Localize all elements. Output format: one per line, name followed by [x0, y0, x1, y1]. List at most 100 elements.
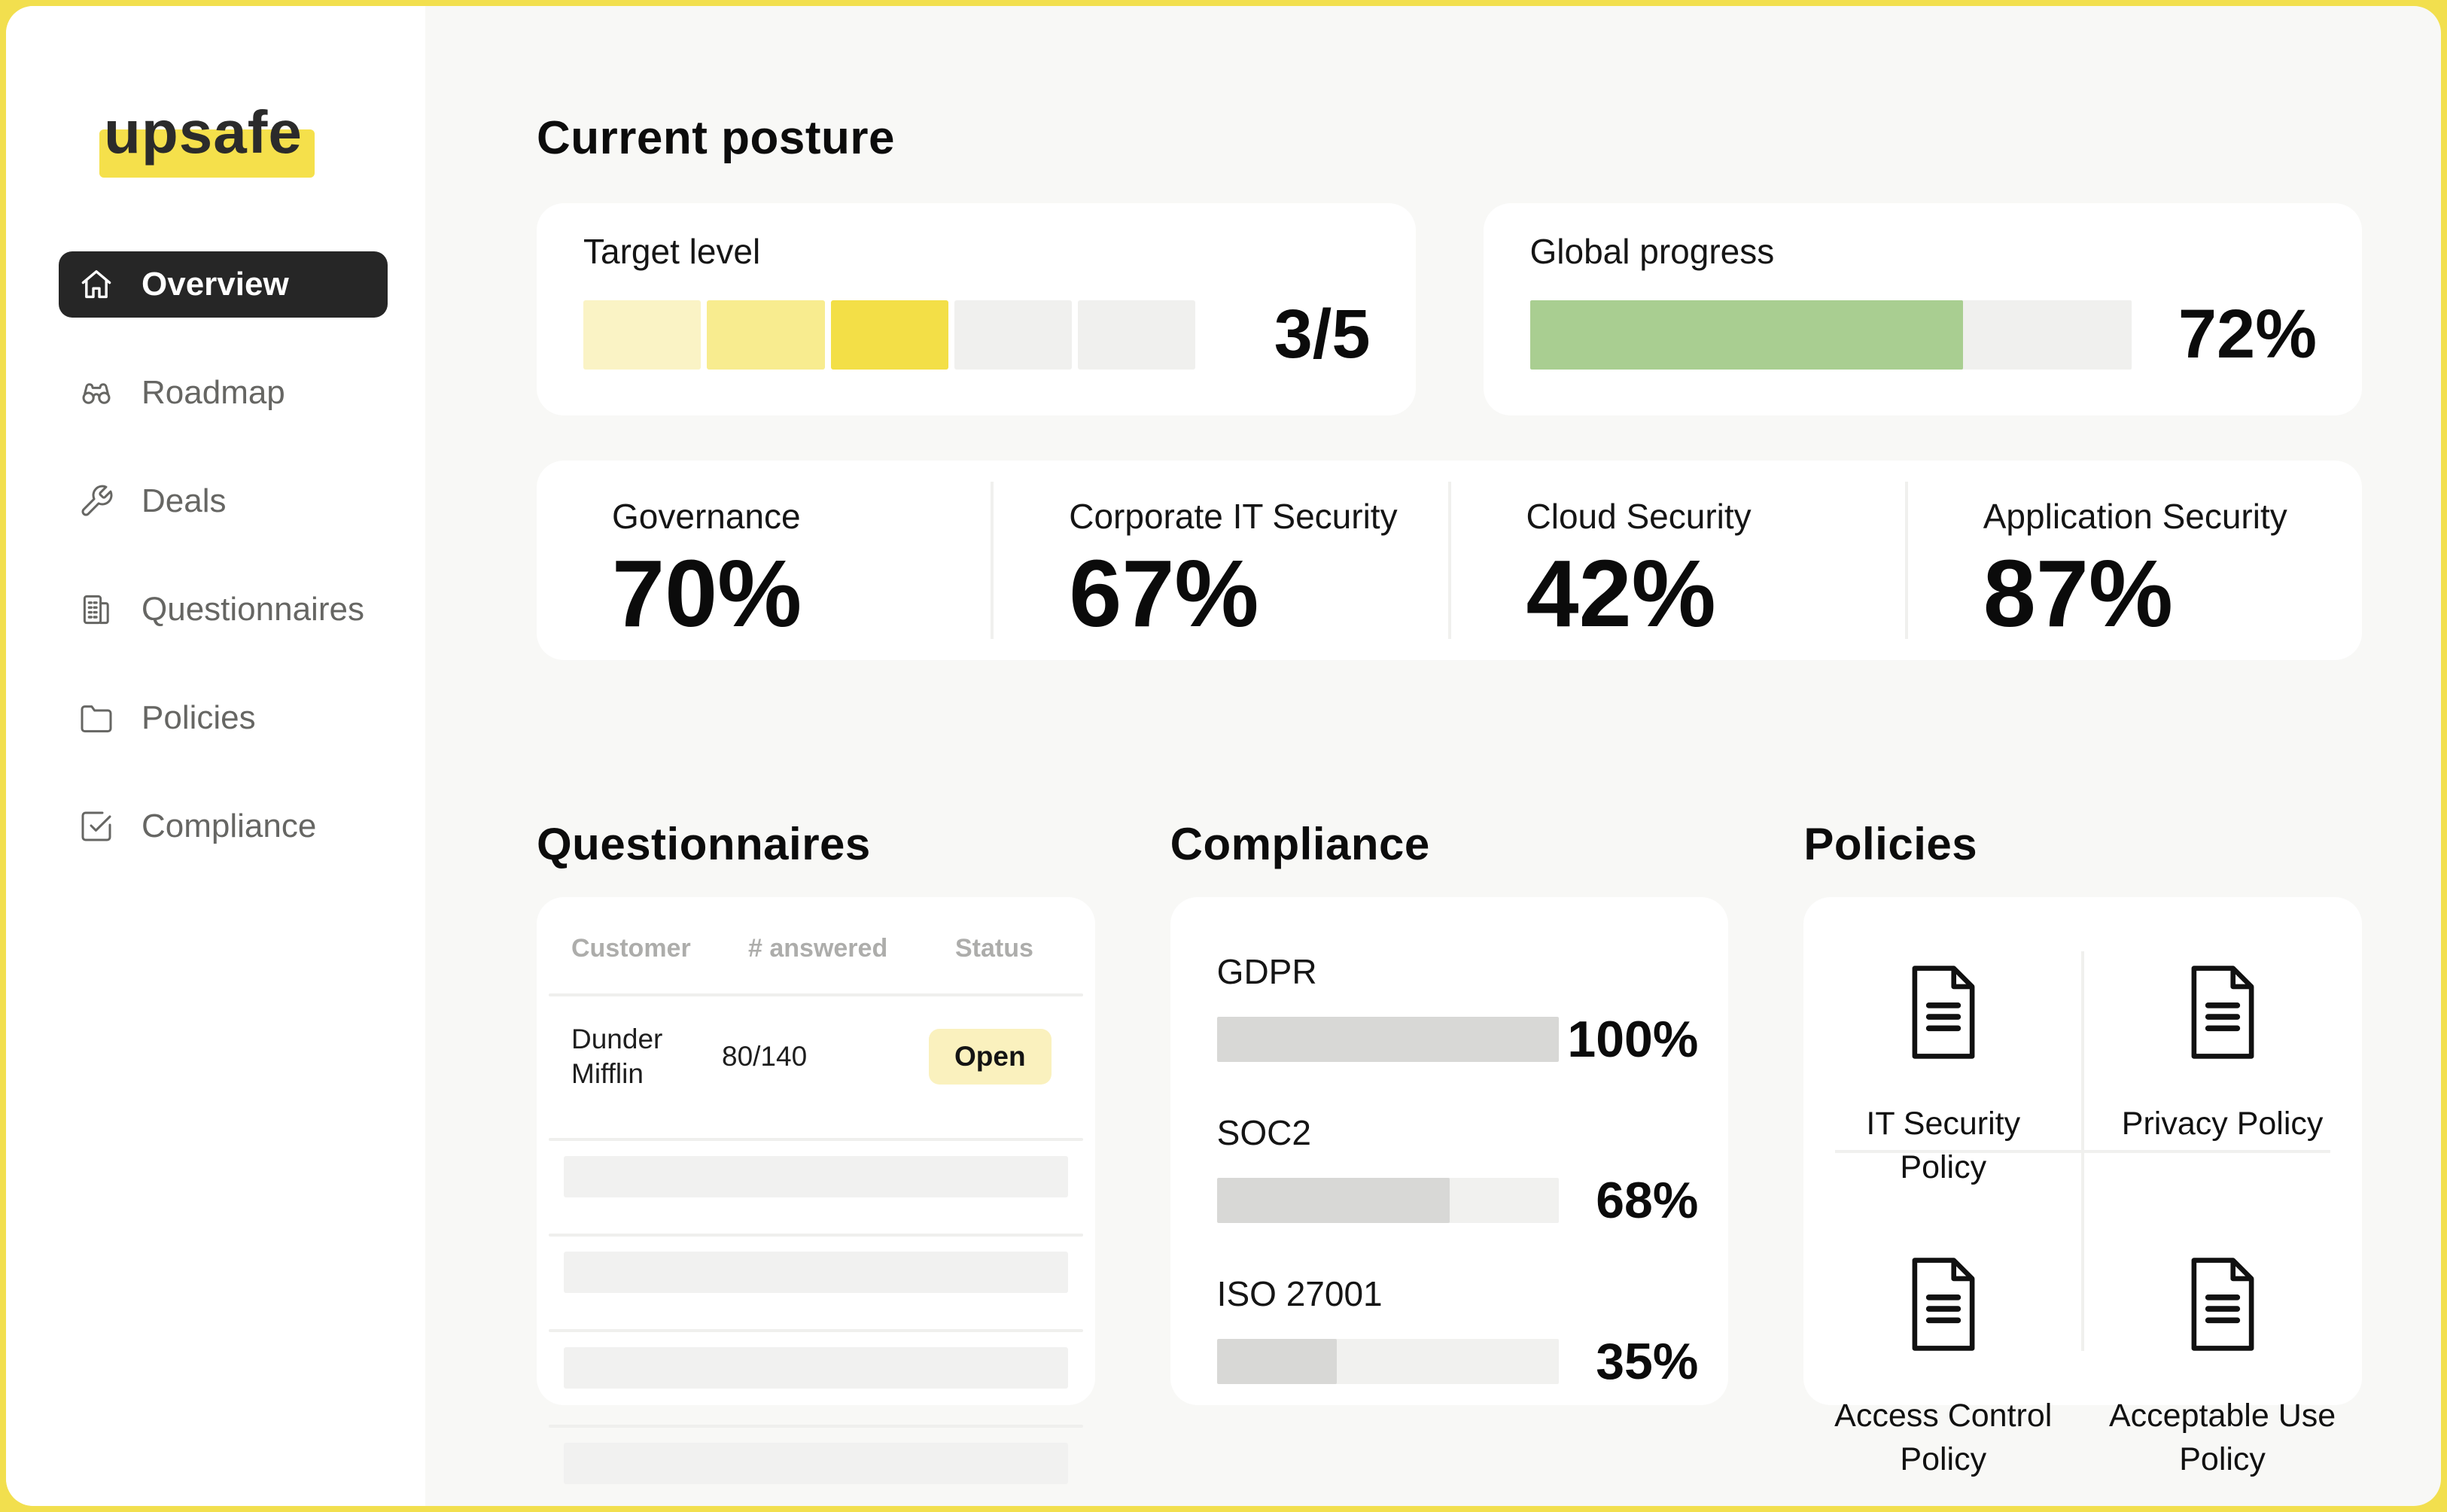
- row-divider: [549, 1329, 1083, 1332]
- compliance-bar-fill: [1216, 1017, 1560, 1062]
- policy-label: Privacy Policy: [2121, 1106, 2324, 1142]
- cell-answered: 80/140: [722, 1040, 808, 1072]
- document-icon: [2177, 956, 2269, 1069]
- questionnaires-card: Customer # answered Status Dunder Miffli…: [537, 897, 1095, 1484]
- placeholder-bar: [564, 1443, 1068, 1484]
- metric-label: Corporate IT Security: [1069, 497, 1398, 536]
- folder-icon: [78, 700, 114, 736]
- sidebar-item-compliance[interactable]: Compliance: [59, 793, 388, 859]
- home-icon: [78, 266, 114, 303]
- placeholder-bar: [564, 1252, 1068, 1293]
- cell-customer: Dunder Mifflin: [571, 1023, 663, 1089]
- compliance-value: 35%: [1596, 1333, 1699, 1390]
- document-icon: [1898, 956, 1989, 1069]
- row-divider: [549, 1234, 1083, 1237]
- policy-item-privacy[interactable]: Privacy Policy: [2083, 897, 2362, 1189]
- vertical-divider: [991, 482, 994, 639]
- compliance-bar-fill: [1216, 1178, 1450, 1223]
- compliance-item-soc2: SOC2 68%: [1216, 1112, 1699, 1230]
- check-square-icon: [78, 808, 114, 844]
- questionnaires-title: Questionnaires: [537, 819, 871, 869]
- policies-section: Policies I: [1803, 818, 2363, 1477]
- metric-corporate-it-security: Corporate IT Security 67%: [994, 461, 1447, 660]
- sidebar-item-label: Overview: [142, 266, 289, 303]
- cell-status: Open: [929, 1028, 1061, 1085]
- sidebar-item-label: Deals: [142, 482, 227, 519]
- policy-item-access-control[interactable]: Access Control Policy: [1803, 1189, 2083, 1481]
- compliance-bar: [1216, 1178, 1560, 1223]
- column-header-answered: # answered: [748, 933, 888, 963]
- questionnaires-section: Questionnaires Customer # answered Statu…: [537, 818, 1095, 1484]
- questionnaire-icon: [78, 592, 114, 628]
- sidebar: upsafe Overview: [6, 6, 425, 1506]
- target-level-segment: [1078, 300, 1196, 370]
- sidebar-item-policies[interactable]: Policies: [59, 685, 388, 751]
- vertical-divider: [1447, 482, 1451, 639]
- vertical-divider: [1904, 482, 1908, 639]
- metric-governance: Governance 70%: [537, 461, 991, 660]
- compliance-value: 68%: [1596, 1172, 1699, 1229]
- compliance-title: Compliance: [1170, 819, 1430, 869]
- document-icon: [2177, 1248, 2269, 1361]
- compliance-value: 100%: [1567, 1011, 1699, 1068]
- sidebar-item-label: Roadmap: [142, 374, 285, 411]
- metric-label: Cloud Security: [1526, 497, 1752, 536]
- horizontal-divider: [1835, 1149, 2331, 1153]
- global-progress-value: 72%: [2178, 296, 2317, 373]
- placeholder-bar: [564, 1347, 1068, 1389]
- metric-label: Governance: [612, 497, 801, 536]
- table-header-row: Customer # answered Status: [549, 924, 1083, 972]
- table-row[interactable]: Dunder Mifflin 80/140 Open: [549, 996, 1083, 1117]
- table-row-placeholder: [549, 1237, 1083, 1308]
- main-content: Current posture Target level 3/5: [425, 6, 2441, 1506]
- global-progress-fill: [1529, 300, 1964, 370]
- policy-item-it-security[interactable]: IT Security Policy: [1803, 897, 2083, 1189]
- table-row-placeholder: [549, 1428, 1083, 1499]
- row-divider: [549, 993, 1083, 996]
- target-level-label: Target level: [583, 232, 761, 271]
- compliance-bar: [1216, 1339, 1560, 1384]
- placeholder-bar: [564, 1156, 1068, 1197]
- security-metrics-card: Governance 70% Corporate IT Security 67%…: [537, 461, 2362, 660]
- compliance-label: ISO 27001: [1216, 1274, 1383, 1313]
- compliance-label: SOC2: [1216, 1113, 1311, 1152]
- policy-item-acceptable-use[interactable]: Acceptable Use Policy: [2083, 1189, 2362, 1481]
- document-icon: [1898, 1248, 1989, 1361]
- metric-value: 67%: [1069, 540, 1259, 646]
- policy-label: Access Control Policy: [1834, 1398, 2053, 1478]
- policies-title: Policies: [1803, 819, 1978, 869]
- wrench-icon: [78, 483, 114, 519]
- target-level-segment: [707, 300, 825, 370]
- status-badge[interactable]: Open: [929, 1028, 1052, 1085]
- page-title: Current posture: [537, 112, 895, 164]
- metric-cloud-security: Cloud Security 42%: [1451, 461, 1905, 660]
- compliance-card: GDPR 100% SOC2: [1170, 897, 1729, 1405]
- target-level-segment: [583, 300, 702, 370]
- sidebar-item-label: Questionnaires: [142, 591, 364, 628]
- sidebar-item-deals[interactable]: Deals: [59, 468, 388, 534]
- bottom-sections-row: Questionnaires Customer # answered Statu…: [537, 818, 2363, 1484]
- table-row-placeholder: [549, 1141, 1083, 1212]
- sidebar-item-roadmap[interactable]: Roadmap: [59, 360, 388, 426]
- policy-label: Acceptable Use Policy: [2109, 1398, 2336, 1478]
- metric-value: 70%: [612, 540, 802, 646]
- metric-label: Application Security: [1983, 497, 2287, 536]
- compliance-bar: [1216, 1017, 1560, 1062]
- target-level-value: 3/5: [1274, 296, 1371, 373]
- sidebar-nav: Overview Roadmap: [6, 251, 425, 859]
- sidebar-item-label: Policies: [142, 699, 256, 736]
- sidebar-item-questionnaires[interactable]: Questionnaires: [59, 577, 388, 643]
- target-level-bar: [583, 300, 1196, 370]
- compliance-item-iso27001: ISO 27001 35%: [1216, 1273, 1699, 1391]
- target-level-segment: [954, 300, 1073, 370]
- row-divider: [549, 1138, 1083, 1141]
- compliance-label: GDPR: [1216, 952, 1317, 991]
- brand-logo: upsafe: [99, 98, 315, 178]
- column-header-customer: Customer: [571, 933, 691, 963]
- policies-card: IT Security Policy Privacy Policy: [1803, 897, 2363, 1477]
- posture-cards-row: Target level 3/5 Global progress: [537, 203, 2362, 415]
- brand-name: upsafe: [104, 99, 303, 166]
- sidebar-item-overview[interactable]: Overview: [59, 251, 388, 318]
- row-divider: [549, 1425, 1083, 1428]
- policy-label: IT Security Policy: [1866, 1106, 2021, 1186]
